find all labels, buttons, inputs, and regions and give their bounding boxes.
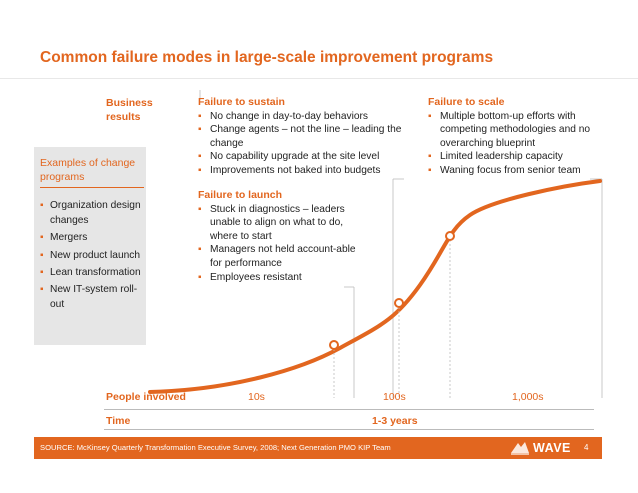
failure-to-sustain-title: Failure to sustain xyxy=(198,96,285,108)
time-divider xyxy=(104,429,594,430)
business-results-line-2: results xyxy=(106,111,141,123)
launch-marker xyxy=(329,340,339,350)
sustain-marker xyxy=(394,298,404,308)
people-involved-label: People involved xyxy=(106,391,186,403)
failure-to-scale-title: Failure to scale xyxy=(428,96,505,108)
people-tick-100s: 100s xyxy=(383,391,406,403)
business-results-line-1: Business xyxy=(106,97,153,109)
footer-bar xyxy=(34,437,602,459)
examples-title: Examples of change programs xyxy=(40,157,136,183)
failure-to-launch-block: Failure to launch Stuck in diagnostics –… xyxy=(198,189,360,284)
examples-divider xyxy=(40,187,144,188)
failure-to-scale-block: Failure to scale Multiple bottom-up effo… xyxy=(428,96,606,178)
example-item: Mergers xyxy=(40,230,144,245)
examples-list: Organization design changes Mergers New … xyxy=(40,198,144,314)
failure-item: Waning focus from senior team xyxy=(428,164,606,178)
page-number: 4 xyxy=(584,443,589,452)
failure-item: Limited leadership capacity xyxy=(428,150,606,164)
example-item: Organization design changes xyxy=(40,198,144,228)
growth-curve xyxy=(148,179,602,394)
source-note: SOURCE: McKinsey Quarterly Transformatio… xyxy=(40,443,391,452)
failure-item: No change in day-to-day behaviors xyxy=(198,110,408,124)
failure-item: Managers not held account-able for perfo… xyxy=(198,243,360,270)
failure-item: Employees resistant xyxy=(198,271,360,285)
brand-name: WAVE xyxy=(533,441,571,455)
wave-logo-icon xyxy=(511,442,529,455)
scale-marker xyxy=(445,231,455,241)
failure-item: Multiple bottom-up efforts with competin… xyxy=(428,110,606,151)
people-tick-1000s: 1,000s xyxy=(512,391,544,403)
people-involved-divider xyxy=(104,409,594,410)
failure-item: No capability upgrade at the site level xyxy=(198,150,408,164)
example-item: New IT-system roll-out xyxy=(40,282,144,312)
failure-to-launch-title: Failure to launch xyxy=(198,189,283,201)
title-divider xyxy=(0,78,638,79)
failure-item: Stuck in diagnostics – leaders unable to… xyxy=(198,203,360,244)
failure-item: Change agents – not the line – leading t… xyxy=(198,123,408,150)
example-item: New product launch xyxy=(40,248,144,263)
business-results-label: Business results xyxy=(106,96,153,124)
example-item: Lean transformation xyxy=(40,265,144,280)
failure-to-sustain-block: Failure to sustain No change in day-to-d… xyxy=(198,96,408,178)
time-label: Time xyxy=(106,415,131,427)
people-tick-10s: 10s xyxy=(248,391,265,403)
time-value: 1-3 years xyxy=(372,415,418,427)
page-title: Common failure modes in large-scale impr… xyxy=(40,49,494,66)
failure-item: Improvements not baked into budgets xyxy=(198,164,408,178)
